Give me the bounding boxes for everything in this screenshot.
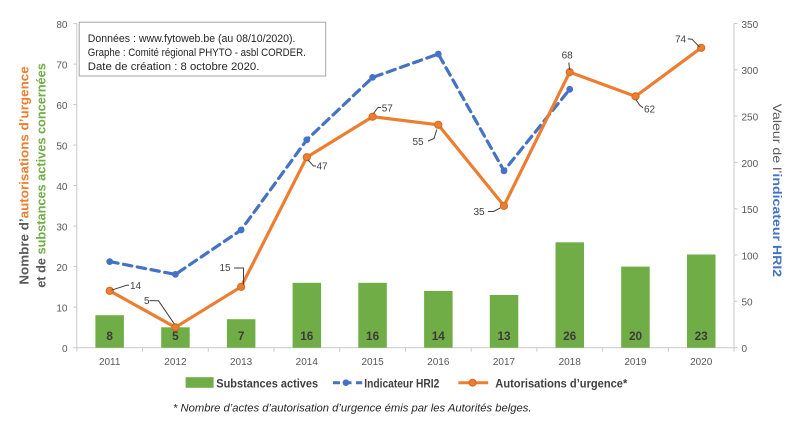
svg-text:300: 300 <box>742 66 759 77</box>
svg-text:5: 5 <box>144 296 150 307</box>
svg-text:et de substances actives conce: et de substances actives concernées <box>35 63 49 288</box>
svg-text:Nombre d’autorisations d’urgen: Nombre d’autorisations d’urgence <box>17 66 31 284</box>
svg-text:74: 74 <box>675 35 687 46</box>
svg-text:47: 47 <box>317 162 329 173</box>
svg-text:2018: 2018 <box>559 357 582 368</box>
svg-text:26: 26 <box>563 329 577 343</box>
svg-text:50: 50 <box>56 142 68 153</box>
svg-text:2019: 2019 <box>624 357 647 368</box>
svg-text:50: 50 <box>742 298 754 309</box>
svg-text:30: 30 <box>56 223 68 234</box>
svg-text:13: 13 <box>497 329 511 343</box>
svg-text:2017: 2017 <box>493 357 516 368</box>
svg-text:55: 55 <box>413 137 425 148</box>
svg-text:Données : www.fytoweb.be (au 0: Données : www.fytoweb.be (au 08/10/2020)… <box>88 33 296 45</box>
svg-text:2014: 2014 <box>296 357 319 368</box>
svg-text:350: 350 <box>742 20 759 31</box>
svg-text:14: 14 <box>432 329 446 343</box>
svg-text:Autorisations d’urgence*: Autorisations d’urgence* <box>495 378 627 390</box>
svg-text:15: 15 <box>220 263 232 274</box>
svg-text:100: 100 <box>742 251 759 262</box>
svg-text:20: 20 <box>56 263 68 274</box>
svg-text:8: 8 <box>106 329 113 343</box>
svg-text:23: 23 <box>695 329 709 343</box>
svg-text:2013: 2013 <box>230 357 253 368</box>
svg-text:57: 57 <box>382 103 394 114</box>
svg-text:7: 7 <box>238 329 245 343</box>
svg-text:80: 80 <box>56 20 68 31</box>
svg-text:10: 10 <box>56 304 68 315</box>
svg-text:Valeur de l’indicateur HRI2: Valeur de l’indicateur HRI2 <box>770 104 784 278</box>
svg-text:0: 0 <box>62 344 68 355</box>
svg-text:68: 68 <box>562 51 574 62</box>
svg-text:Date de création : 8 octobre 2: Date de création : 8 octobre 2020. <box>88 61 260 73</box>
svg-text:70: 70 <box>56 61 68 72</box>
svg-text:Indicateur HRI2: Indicateur HRI2 <box>364 378 439 390</box>
svg-text:* Nombre d’actes d’autorisatio: * Nombre d’actes d’autorisation d’urgenc… <box>173 402 532 414</box>
svg-text:150: 150 <box>742 205 759 216</box>
svg-text:40: 40 <box>56 182 68 193</box>
svg-text:2015: 2015 <box>361 357 384 368</box>
svg-text:Graphe : Comité régional PHYTO: Graphe : Comité régional PHYTO - asbl CO… <box>88 47 306 59</box>
svg-text:35: 35 <box>474 207 486 218</box>
svg-text:60: 60 <box>56 101 68 112</box>
svg-text:200: 200 <box>742 159 759 170</box>
svg-text:250: 250 <box>742 113 759 124</box>
svg-text:2020: 2020 <box>690 357 713 368</box>
svg-text:2011: 2011 <box>99 357 121 368</box>
svg-text:Substances actives: Substances actives <box>216 378 318 390</box>
svg-text:62: 62 <box>644 104 656 115</box>
svg-text:14: 14 <box>130 281 142 292</box>
svg-text:0: 0 <box>742 344 748 355</box>
svg-text:20: 20 <box>629 329 643 343</box>
svg-text:5: 5 <box>172 329 179 343</box>
svg-text:16: 16 <box>300 329 314 343</box>
svg-text:2012: 2012 <box>164 357 187 368</box>
svg-text:16: 16 <box>366 329 380 343</box>
svg-text:2016: 2016 <box>427 357 450 368</box>
